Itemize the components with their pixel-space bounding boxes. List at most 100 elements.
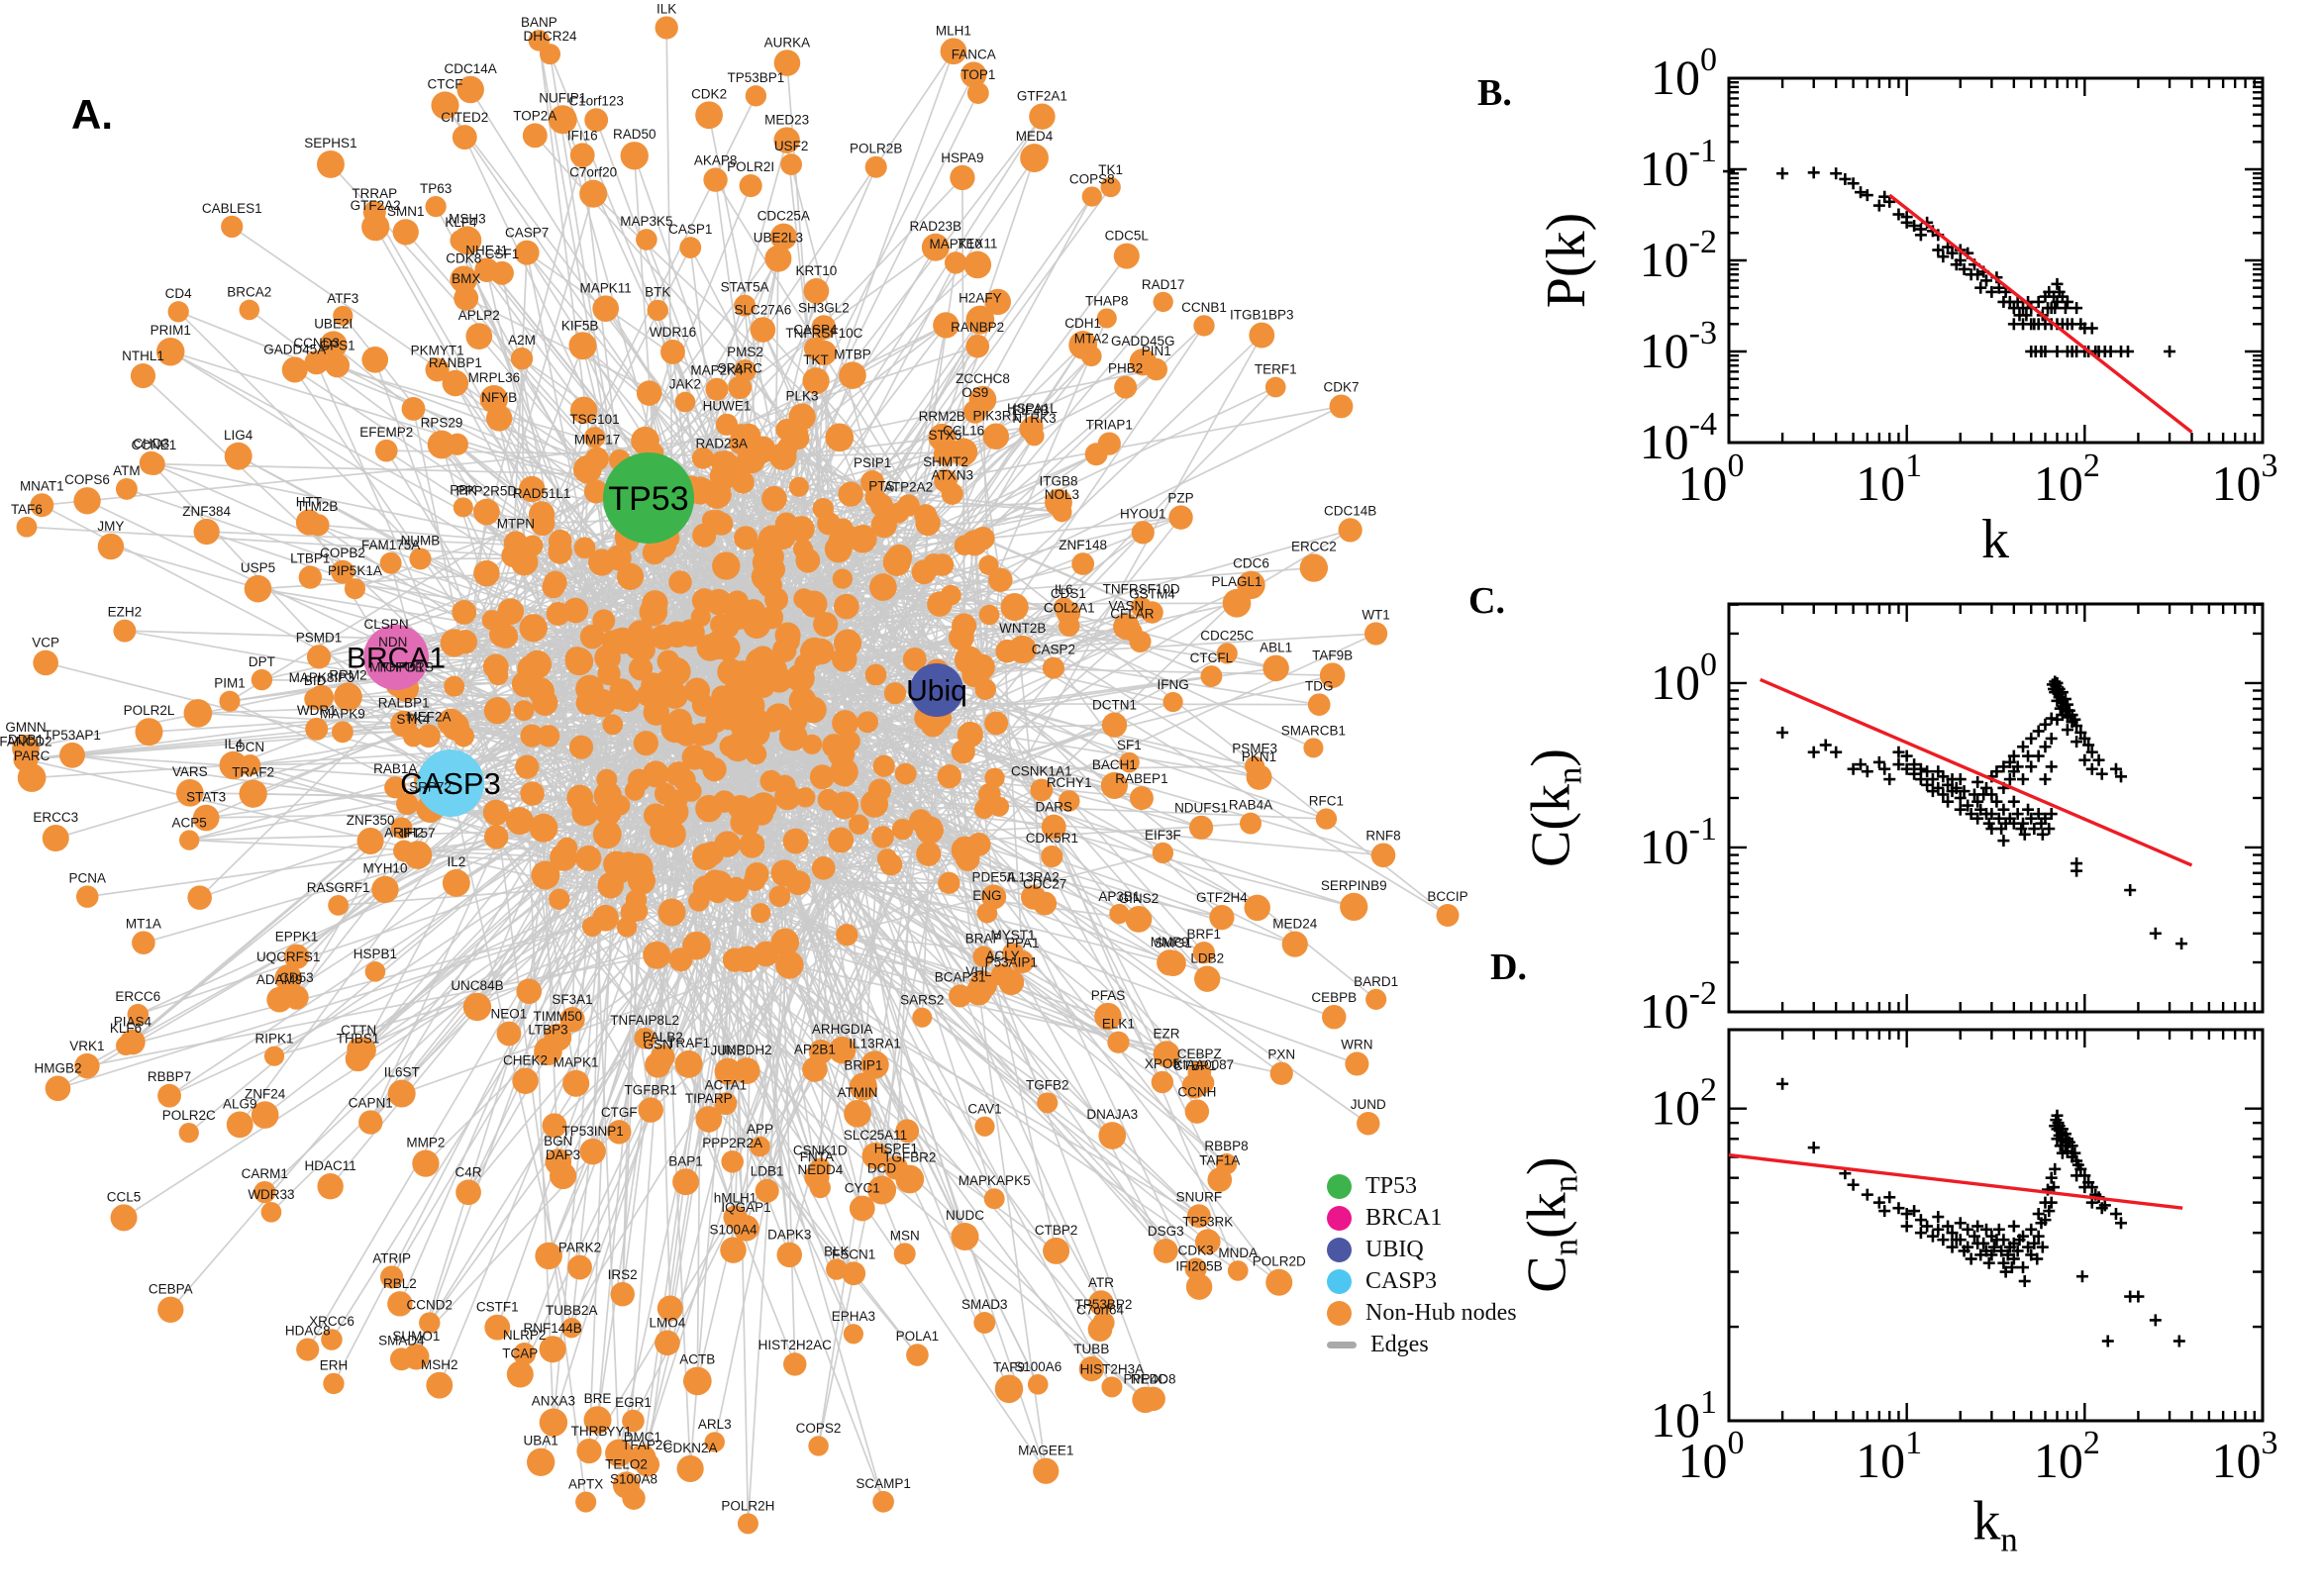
- y-tick-label: 10-3: [1640, 315, 1717, 378]
- network-edge: [467, 892, 719, 1193]
- network-edge: [229, 700, 790, 966]
- network-edge: [741, 433, 1153, 614]
- network-edge: [641, 857, 968, 882]
- legend-item: TP53: [1327, 1170, 1517, 1202]
- x-tick-label: 102: [2034, 448, 2100, 511]
- legend-label: BRCA1: [1365, 1204, 1443, 1231]
- legend-label: Non-Hub nodes: [1365, 1299, 1517, 1326]
- scatter-points: [1776, 675, 2188, 950]
- scatter-points: [1723, 165, 2176, 357]
- network-edge: [668, 826, 750, 1309]
- legend-item: Non-Hub nodes: [1327, 1297, 1517, 1329]
- y-tick-label: 10-2: [1640, 224, 1717, 287]
- network-edge: [983, 808, 995, 897]
- network-edge: [86, 499, 525, 712]
- network-edge: [929, 829, 1296, 946]
- network-edge: [357, 823, 859, 1050]
- network-edge: [783, 872, 1049, 1104]
- y-axis-title-C: C(kn): [1520, 748, 1589, 868]
- panel-c-label: C.: [1468, 580, 1505, 622]
- legend-node-swatch: [1327, 1300, 1352, 1326]
- network-edge: [789, 963, 1282, 1075]
- network-edge: [758, 808, 985, 1147]
- network-edge: [795, 840, 1109, 1018]
- network-edge: [696, 793, 990, 947]
- legend-item: Edges: [1327, 1329, 1517, 1360]
- legend-label: CASP3: [1365, 1267, 1438, 1294]
- network-edge: [545, 874, 1058, 1252]
- legend-label: TP53: [1365, 1172, 1418, 1199]
- network-edge: [783, 524, 885, 874]
- y-axis-title-B: P(k): [1536, 212, 1597, 309]
- network-edge: [606, 834, 1239, 1272]
- network-edge: [973, 325, 1205, 544]
- fit-line: [1759, 677, 2193, 867]
- plot-tick-labels: 100 10-1 10-2: [1640, 647, 1717, 1039]
- ppi-network-diagram: TP53BRCA1UbiqCASP3TP53AP1CDC14ACDC14BMAG…: [0, 1, 1468, 1535]
- legend-edge-swatch: [1327, 1341, 1357, 1348]
- network-edge: [850, 734, 970, 743]
- network-edge: [369, 698, 629, 1123]
- network-legend: TP53 BRCA1 UBIQ CASP3 Non-Hub nodes Edges: [1327, 1170, 1517, 1360]
- plot-panel-C: 100 10-1 10-2: [1640, 602, 2265, 1039]
- y-tick-label: 10-2: [1640, 975, 1717, 1039]
- plot-ticks: [1727, 76, 2265, 445]
- y-axis-title-D: Cn(kn): [1516, 1156, 1585, 1293]
- network-edge: [588, 641, 624, 1451]
- network-edge: [505, 636, 796, 1365]
- network-edge: [949, 882, 1335, 1018]
- network-edge: [633, 797, 807, 1499]
- network-edge: [591, 636, 822, 1188]
- x-tick-label: 102: [2034, 1425, 2100, 1488]
- x-axis-title-B: k: [1981, 509, 2009, 570]
- network-edge: [788, 612, 1069, 966]
- plot-frame: [1727, 76, 2265, 445]
- fit-line: [1728, 1152, 2183, 1210]
- x-tick-label: 103: [2212, 448, 2278, 511]
- legend-label: UBIQ: [1365, 1236, 1424, 1262]
- legend-node-swatch: [1327, 1173, 1352, 1199]
- legend-item: CASP3: [1327, 1265, 1517, 1297]
- network-edge: [973, 411, 1002, 580]
- network-edge: [526, 251, 727, 566]
- x-tick-label: 100: [1678, 1425, 1745, 1488]
- network-edge: [495, 812, 587, 1503]
- scatter-points: [1776, 1077, 2185, 1347]
- network-edge: [844, 722, 984, 986]
- network-edge: [169, 874, 547, 1311]
- legend-node-swatch: [1327, 1268, 1352, 1294]
- network-edge: [972, 674, 1198, 1112]
- legend-node-swatch: [1327, 1237, 1352, 1262]
- network-edge: [734, 959, 863, 1209]
- legend-label: Edges: [1370, 1331, 1429, 1357]
- network-edge: [26, 526, 514, 556]
- y-tick-label: 10-1: [1640, 811, 1717, 874]
- plot-ticks: [1727, 1030, 2265, 1423]
- panel-d-label: D.: [1490, 947, 1527, 988]
- x-tick-label: 103: [2212, 1425, 2278, 1488]
- panel-b-label: B.: [1477, 72, 1512, 114]
- legend-item: BRCA1: [1327, 1202, 1517, 1234]
- y-tick-label: 10-1: [1640, 133, 1717, 196]
- fit-line: [1888, 193, 2193, 434]
- y-tick-label: 100: [1651, 42, 1717, 105]
- network-edge: [898, 428, 1032, 558]
- y-tick-label: 102: [1651, 1072, 1717, 1136]
- plot-frame: [1727, 602, 2265, 1014]
- plot-frame: [1727, 1028, 2265, 1423]
- y-tick-label: 100: [1651, 647, 1717, 710]
- x-tick-label: 100: [1678, 448, 1745, 511]
- network-edge: [846, 882, 950, 936]
- network-edge: [784, 611, 1154, 944]
- network-edge: [42, 435, 749, 507]
- legend-item: UBIQ: [1327, 1234, 1517, 1265]
- network-edge: [797, 324, 947, 440]
- panel-a-label: A.: [71, 91, 113, 138]
- plot-ticks: [1727, 603, 2265, 1014]
- x-tick-label: 101: [1856, 1425, 1922, 1488]
